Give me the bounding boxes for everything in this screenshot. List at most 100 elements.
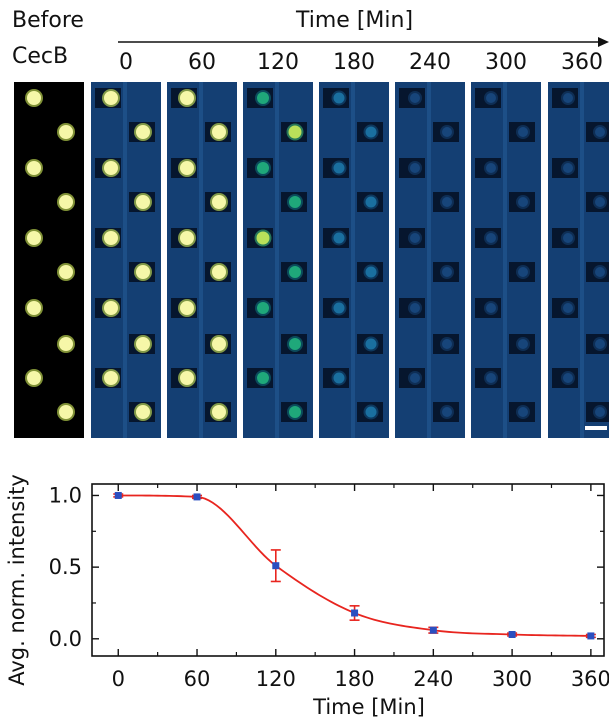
data-point: [508, 631, 516, 638]
y-tick-label: 0.0: [49, 627, 82, 651]
droplet: [104, 371, 118, 385]
droplet: [563, 93, 573, 103]
droplet: [212, 337, 226, 351]
panel-time-0: [91, 82, 161, 438]
panel-time-60: [167, 82, 237, 438]
droplet: [257, 162, 269, 174]
droplet: [104, 231, 118, 245]
droplet: [59, 265, 73, 279]
intensity-chart: 0 60 120 180 240 300 360 0.0 0.5 1.0 Avg. norm. i…: [5, 474, 609, 719]
droplet: [333, 232, 345, 244]
droplet: [595, 267, 605, 277]
droplet: [27, 91, 41, 105]
droplet: [289, 196, 301, 208]
x-tick-label: 180: [335, 667, 375, 691]
droplet: [442, 267, 452, 277]
droplet: [410, 373, 420, 383]
data-point: [351, 609, 359, 617]
droplet: [212, 405, 226, 419]
droplet: [59, 337, 73, 351]
scale-bar: [585, 426, 607, 430]
data-point: [429, 626, 437, 634]
data-point: [193, 493, 201, 501]
droplet: [333, 162, 345, 174]
data-point: [587, 632, 595, 640]
droplet: [410, 233, 420, 243]
droplet: [257, 92, 269, 104]
droplet: [257, 372, 269, 384]
droplet: [27, 371, 41, 385]
x-tick-label: 240: [413, 667, 453, 691]
time-label-180: 180: [333, 50, 375, 75]
droplet: [410, 163, 420, 173]
time-label-300: 300: [485, 50, 527, 75]
droplet: [180, 371, 194, 385]
panel-time-180: [319, 82, 389, 438]
droplet: [27, 231, 41, 245]
droplet: [486, 303, 496, 313]
time-label-360: 360: [561, 50, 603, 75]
droplet: [288, 125, 302, 139]
droplet: [518, 127, 528, 137]
droplet: [518, 339, 528, 349]
droplet: [136, 405, 150, 419]
droplet: [365, 196, 377, 208]
droplet: [595, 197, 605, 207]
panel-time-360: [548, 82, 609, 438]
droplet: [136, 337, 150, 351]
time-axis-label: Time [Min]: [296, 8, 414, 33]
droplet: [486, 163, 496, 173]
time-label-60: 60: [188, 50, 216, 75]
droplet: [518, 197, 528, 207]
droplet: [136, 125, 150, 139]
panel-before-cecb: [14, 82, 84, 438]
droplet: [595, 407, 605, 417]
x-tick-label: 360: [571, 667, 609, 691]
time-label-120: 120: [257, 50, 299, 75]
droplet: [104, 91, 118, 105]
droplet: [410, 93, 420, 103]
time-arrow: [118, 37, 609, 47]
x-tick-label: 60: [184, 667, 211, 691]
x-tick-label: 120: [256, 667, 296, 691]
x-tick-label: 300: [492, 667, 532, 691]
panel-time-300: [471, 82, 541, 438]
droplet: [136, 265, 150, 279]
droplet: [486, 93, 496, 103]
time-label-240: 240: [409, 50, 451, 75]
droplet: [595, 339, 605, 349]
x-tick-label: 0: [112, 667, 125, 691]
droplet: [595, 127, 605, 137]
droplet: [563, 233, 573, 243]
droplet: [27, 161, 41, 175]
before-label-line2: CecB: [12, 44, 69, 69]
panel-time-240: [395, 82, 465, 438]
data-point: [272, 562, 280, 570]
droplet: [27, 301, 41, 315]
droplet: [486, 233, 496, 243]
droplet: [563, 163, 573, 173]
droplet: [365, 126, 377, 138]
droplet: [442, 339, 452, 349]
droplet: [518, 267, 528, 277]
droplet: [365, 338, 377, 350]
droplet: [410, 303, 420, 313]
droplet: [486, 373, 496, 383]
droplet: [212, 265, 226, 279]
droplet: [180, 301, 194, 315]
plot-frame: [91, 483, 605, 657]
droplet: [104, 301, 118, 315]
droplet: [59, 195, 73, 209]
time-label-0: 0: [119, 50, 133, 75]
data-point: [114, 491, 122, 499]
droplet: [442, 197, 452, 207]
droplet: [212, 125, 226, 139]
droplet: [442, 407, 452, 417]
droplet: [365, 266, 377, 278]
before-label-line1: Before: [12, 8, 84, 33]
droplet: [59, 125, 73, 139]
droplet: [333, 302, 345, 314]
droplet: [365, 406, 377, 418]
droplet: [333, 92, 345, 104]
y-axis-label: Avg. norm. intensity: [5, 474, 29, 686]
